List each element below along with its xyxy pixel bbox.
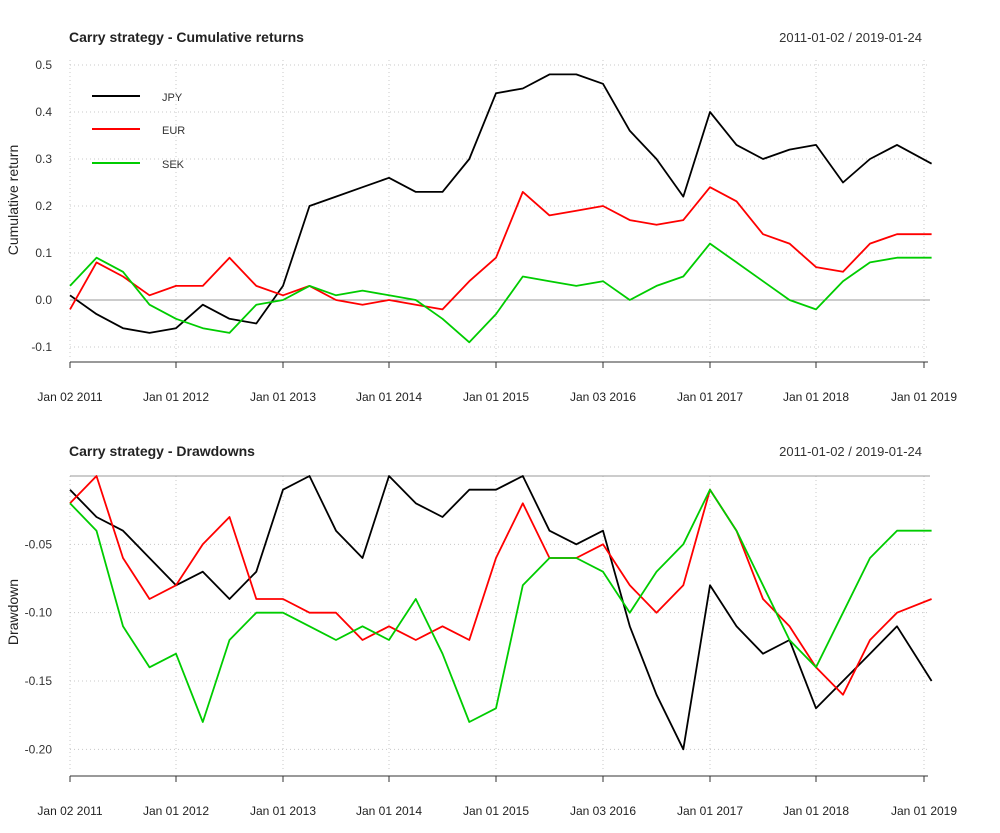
panel2-x-tick-label: Jan 01 2018 <box>783 804 849 818</box>
legend-label-sek: SEK <box>162 159 185 171</box>
legend-label-jpy: JPY <box>162 92 183 104</box>
panel2-x-tick-label: Jan 01 2015 <box>463 804 529 818</box>
panel1-y-axis-label: Cumulative return <box>5 145 21 256</box>
panel2-y-tick-label: -0.20 <box>25 742 53 756</box>
panel2-x-tick-label: Jan 01 2013 <box>250 804 316 818</box>
panel1-y-tick-label: -0.1 <box>31 340 52 354</box>
panel2-date-range: 2011-01-02 / 2019-01-24 <box>779 444 922 459</box>
panel2-x-tick-label: Jan 02 2011 <box>37 804 102 818</box>
legend-label-eur: EUR <box>162 125 185 137</box>
panel1-y-tick-label: 0.0 <box>35 293 52 307</box>
panel1-x-tick-label: Jan 01 2013 <box>250 390 316 404</box>
panel2-x-tick-label: Jan 01 2012 <box>143 804 209 818</box>
panel2-gridlines <box>69 475 930 772</box>
drawdowns-panel: Carry strategy - Drawdowns 2011-01-02 / … <box>5 443 957 818</box>
panel2-x-tick-label: Jan 01 2017 <box>677 804 743 818</box>
panel2-x-axis: Jan 02 2011 Jan 01 2012 Jan 01 2013 Jan 01 … <box>37 775 957 818</box>
panel1-x-axis: Jan 02 2011 Jan 01 2012 Jan 01 2013 Jan 01 … <box>37 361 957 404</box>
panel2-y-tick-label: -0.15 <box>25 674 53 688</box>
panel1-x-tick-label: Jan 01 2017 <box>677 390 743 404</box>
panel1-series-line-eur <box>69 186 932 311</box>
panel1-y-tick-label: 0.3 <box>35 152 52 166</box>
panel1-y-tick-label: 0.4 <box>35 105 52 119</box>
panel2-x-tick-label: Jan 03 2016 <box>570 804 636 818</box>
panel1-y-tick-label: 0.2 <box>35 199 52 213</box>
panel2-title: Carry strategy - Drawdowns <box>69 443 255 459</box>
legend-item-sek: SEK <box>92 159 185 171</box>
panel1-y-tick-label: 0.1 <box>35 246 52 260</box>
panel2-series-line-sek <box>69 488 932 723</box>
cumulative-returns-panel: Carry strategy - Cumulative returns 2011… <box>5 29 957 404</box>
panel2-series-line-jpy <box>69 475 933 751</box>
panel2-series <box>69 475 933 751</box>
panel2-y-ticks: -0.20 -0.15 -0.10 -0.05 <box>25 537 53 756</box>
panel1-series <box>69 73 933 344</box>
panel1-x-tick-label: Jan 01 2012 <box>143 390 209 404</box>
panel1-gridlines <box>69 60 930 358</box>
panel1-x-tick-label: Jan 01 2019 <box>891 390 957 404</box>
panel1-x-tick-label: Jan 02 2011 <box>37 390 102 404</box>
panel2-series-line-eur <box>69 475 932 696</box>
panel1-series-line-sek <box>69 242 932 344</box>
panel1-series-line-jpy <box>69 73 933 334</box>
panel1-legend: JPY EUR SEK <box>92 92 185 171</box>
panel2-x-tick-label: Jan 01 2014 <box>356 804 422 818</box>
panel1-x-tick-label: Jan 01 2014 <box>356 390 422 404</box>
panel1-y-ticks: -0.1 0.0 0.1 0.2 0.3 0.4 0.5 <box>31 58 52 354</box>
panel2-y-axis-label: Drawdown <box>5 579 21 645</box>
panel2-x-tick-label: Jan 01 2019 <box>891 804 957 818</box>
panel1-date-range: 2011-01-02 / 2019-01-24 <box>779 30 922 45</box>
panel1-title: Carry strategy - Cumulative returns <box>69 29 304 45</box>
panel1-y-tick-label: 0.5 <box>35 58 52 72</box>
legend-item-eur: EUR <box>92 125 185 137</box>
legend-item-jpy: JPY <box>92 92 183 104</box>
panel1-x-tick-label: Jan 01 2018 <box>783 390 849 404</box>
panel1-x-tick-label: Jan 01 2015 <box>463 390 529 404</box>
panel2-y-tick-label: -0.10 <box>25 606 53 620</box>
panel2-y-tick-label: -0.05 <box>25 537 53 551</box>
panel1-x-tick-label: Jan 03 2016 <box>570 390 636 404</box>
